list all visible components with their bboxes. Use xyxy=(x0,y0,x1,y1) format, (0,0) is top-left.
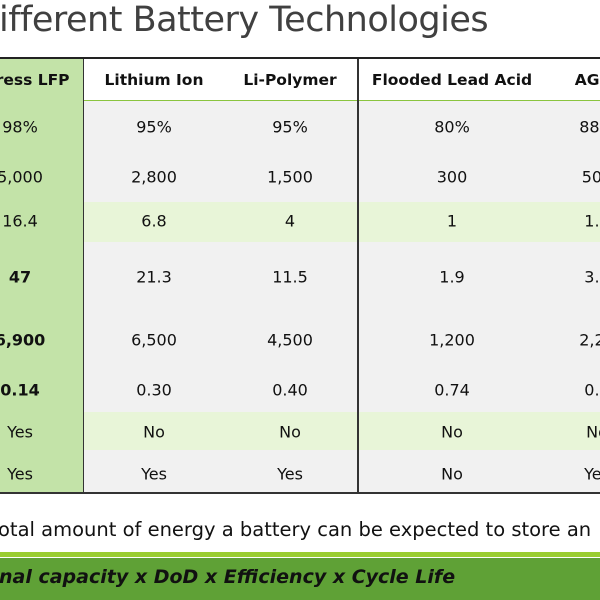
table-cell: 0.5 xyxy=(584,380,600,400)
table-cell: 3.5 xyxy=(584,267,600,287)
column-divider xyxy=(357,59,359,492)
table-cell: 1.9 xyxy=(439,267,465,287)
table-cell: 21.3 xyxy=(136,267,172,287)
formula-text: nal capacity x DoD x Efficiency x Cycle … xyxy=(0,566,456,588)
table-cell: 0.30 xyxy=(136,380,172,400)
table-cell: No xyxy=(441,422,463,442)
table-cell: 6,500 xyxy=(131,330,177,350)
table-cell: 0.40 xyxy=(272,380,308,400)
row-highlight-band xyxy=(84,412,600,450)
table-cell: 0.14 xyxy=(0,380,40,400)
table-cell: No xyxy=(279,422,301,442)
highlighted-column xyxy=(0,59,84,492)
table-cell: 16.4 xyxy=(2,211,38,231)
footnote-text: otal amount of energy a battery can be e… xyxy=(0,518,592,541)
table-cell: 80% xyxy=(434,117,470,137)
table-cell: 300 xyxy=(436,167,468,187)
column-header: cress LFP xyxy=(0,71,70,89)
table-cell: 1,200 xyxy=(429,330,475,350)
table-cell: Yes xyxy=(7,464,33,484)
table-cell: 95% xyxy=(272,117,308,137)
table-cell: 6,900 xyxy=(0,330,46,350)
table-cell: 88% xyxy=(579,117,600,137)
table-cell: 500 xyxy=(581,167,600,187)
formula-band xyxy=(0,558,600,600)
column-header: Li-Polymer xyxy=(243,71,337,89)
table-cell: No xyxy=(441,464,463,484)
table-cell: 0.74 xyxy=(434,380,470,400)
table-cell: Yes xyxy=(7,422,33,442)
table-cell: Yes xyxy=(584,464,600,484)
table-cell: 6.8 xyxy=(141,211,167,231)
table-cell: 98% xyxy=(2,117,38,137)
column-header: Lithium Ion xyxy=(104,71,204,89)
slide-title: ifferent Battery Technologies xyxy=(0,0,489,40)
table-header-row xyxy=(0,59,600,101)
table-cell: 2,800 xyxy=(131,167,177,187)
table-cell: 47 xyxy=(8,267,32,287)
row-highlight-band xyxy=(84,202,600,242)
table-cell: 4 xyxy=(284,211,296,231)
table-cell: 11.5 xyxy=(272,267,308,287)
accent-line xyxy=(0,552,600,557)
table-cell: 2,20 xyxy=(579,330,600,350)
table-cell: Yes xyxy=(141,464,167,484)
table-cell: 1,500 xyxy=(267,167,313,187)
comparison-table: cress LFP Lithium Ion Li-Polymer Flooded Le… xyxy=(0,57,600,494)
table-cell: 1 xyxy=(446,211,458,231)
table-cell: No xyxy=(143,422,165,442)
table-cell: 4,500 xyxy=(267,330,313,350)
table-cell: 5,000 xyxy=(0,167,43,187)
table-cell: 95% xyxy=(136,117,172,137)
column-header: Flooded Lead Acid xyxy=(371,71,533,89)
table-cell: No xyxy=(586,422,600,442)
table-cell: Yes xyxy=(277,464,303,484)
column-header: AGI xyxy=(574,71,600,89)
table-cell: 1.4 xyxy=(584,211,600,231)
